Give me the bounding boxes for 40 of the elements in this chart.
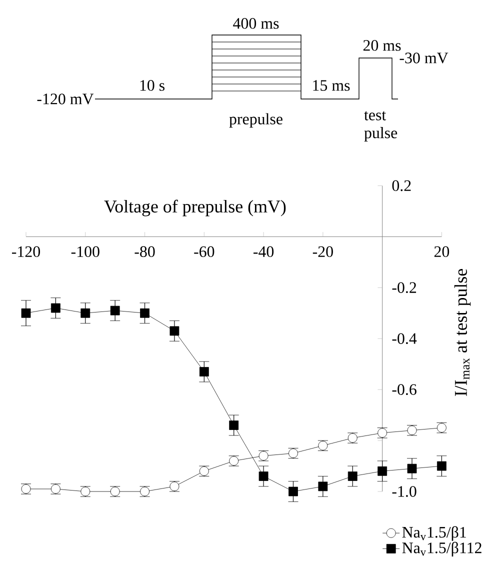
text: 20 ms bbox=[363, 40, 401, 51]
y-tick-label: -0.4 bbox=[392, 333, 417, 344]
text: -120 mV bbox=[37, 94, 94, 104]
point bbox=[110, 306, 120, 316]
point bbox=[140, 308, 150, 318]
point bbox=[318, 482, 328, 492]
y-tick-label: -0.6 bbox=[392, 384, 416, 395]
point bbox=[80, 308, 90, 318]
legend-label: Na$_{v}$1.5/β1 bbox=[402, 526, 466, 541]
point bbox=[407, 464, 417, 474]
y-axis-title: I/I$_{max}$ at test pulse bbox=[454, 269, 471, 396]
x-tick-label: -120 bbox=[12, 246, 40, 258]
y-tick-label: 0.2 bbox=[392, 180, 411, 192]
x-axis-title: Voltage of prepulse (mV) bbox=[104, 200, 286, 216]
text: 10 s bbox=[140, 80, 164, 91]
point bbox=[348, 472, 358, 481]
text: -30 mV bbox=[400, 52, 448, 64]
point bbox=[199, 367, 209, 376]
text: prepulse bbox=[229, 113, 282, 128]
x-tick-label: -60 bbox=[194, 246, 214, 258]
x-tick-label: -40 bbox=[254, 246, 274, 258]
x-tick-label: -100 bbox=[71, 246, 100, 258]
point bbox=[378, 466, 388, 476]
legend-label: Na$_{v}$1.5/β112 bbox=[402, 542, 482, 556]
x-tick-label: 20 bbox=[434, 246, 450, 258]
point bbox=[437, 461, 446, 471]
point bbox=[229, 420, 239, 430]
text: test pulse bbox=[364, 111, 398, 142]
x-tick-label: -80 bbox=[134, 246, 155, 258]
text: 400 ms bbox=[233, 18, 279, 29]
point bbox=[50, 303, 60, 313]
point bbox=[378, 428, 388, 438]
point bbox=[258, 472, 268, 481]
point bbox=[170, 326, 180, 336]
text: 15 ms bbox=[313, 80, 350, 91]
y-tick-label: -0.2 bbox=[392, 282, 416, 294]
point bbox=[288, 486, 298, 496]
point bbox=[21, 308, 31, 318]
y-tick-label: -1.0 bbox=[392, 486, 416, 497]
x-tick-label: -20 bbox=[312, 246, 333, 258]
